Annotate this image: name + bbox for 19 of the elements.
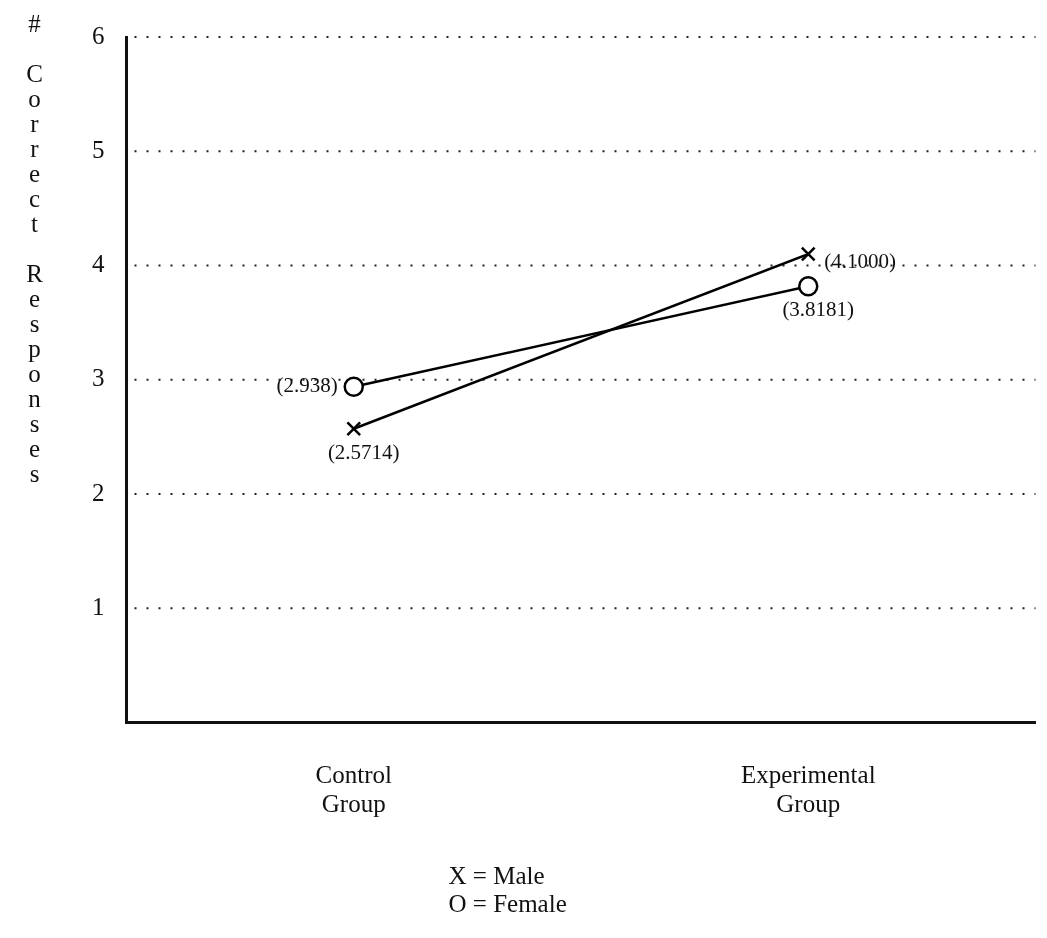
y-tick-label: 5 xyxy=(92,135,105,163)
data-label: (3.8181) xyxy=(782,297,855,322)
x-tick-label: Experimental Group xyxy=(740,761,876,818)
point xyxy=(798,276,819,297)
y-axis-title: # Correct Responses xyxy=(21,10,48,485)
y-tick-label: 6 xyxy=(92,21,105,49)
y-tick-label: 1 xyxy=(92,592,105,620)
y-tick-label: 3 xyxy=(92,364,105,392)
data-label: (2.938) xyxy=(276,373,338,398)
point xyxy=(800,246,816,262)
point xyxy=(346,421,362,437)
data-label: (2.5714) xyxy=(327,439,400,464)
data-label: (4.1000) xyxy=(824,248,896,273)
y-tick-label: 2 xyxy=(92,478,105,506)
point xyxy=(343,376,364,398)
y-tick-label: 4 xyxy=(92,250,105,278)
text: O = Female xyxy=(448,890,568,918)
x-tick-label: Control Group xyxy=(315,761,392,818)
text: X = Male xyxy=(448,862,546,890)
